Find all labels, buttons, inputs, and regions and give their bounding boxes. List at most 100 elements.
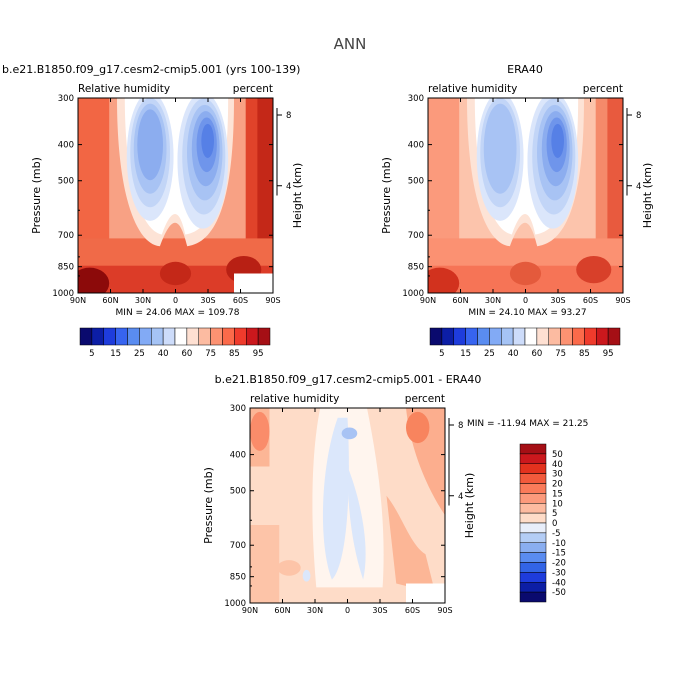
colorbar-swatch: [139, 327, 152, 346]
contour-band: [509, 261, 542, 286]
x-tick-label: 90S: [437, 606, 452, 615]
y-tick-label: 850: [230, 573, 246, 583]
x-tick-label: 0: [345, 606, 350, 615]
colorbar-label: 95: [253, 349, 264, 359]
x-tick-label: 30N: [307, 606, 323, 615]
chart-right-label: percent: [405, 393, 445, 405]
colorbar-swatch: [489, 327, 502, 346]
colorbar-label: 20: [552, 480, 563, 490]
colorbar-swatch: [519, 532, 547, 543]
chart-panel-1: b.e21.B1850.f09_g17.cesm2-cmip5.001 (yrs…: [2, 63, 304, 359]
colorbar-label: 40: [552, 460, 563, 470]
colorbar-swatch: [186, 327, 199, 346]
y-tick-label: 500: [230, 487, 246, 497]
colorbar-label: -30: [552, 568, 566, 578]
colorbar-swatch: [519, 443, 547, 455]
colorbar-label: 60: [531, 349, 542, 359]
colorbar-swatch: [519, 512, 547, 524]
x-tick-label: 30S: [200, 296, 215, 305]
colorbar-label: 75: [205, 349, 216, 359]
x-tick-label: 0: [173, 296, 178, 305]
colorbar-label: 30: [552, 470, 563, 480]
y-tick-label: 500: [58, 177, 74, 187]
colorbar-label: 15: [552, 489, 563, 499]
colorbar-swatch: [174, 327, 188, 346]
height-tick-label: 8: [458, 421, 463, 431]
colorbar-label: 60: [181, 349, 192, 359]
colorbar-swatch: [465, 327, 478, 346]
x-tick-label: 90S: [615, 296, 630, 305]
colorbar-label: -40: [552, 578, 566, 588]
x-tick-label: 30N: [485, 296, 501, 305]
colorbar-swatch: [234, 327, 247, 346]
colorbar-swatch: [524, 327, 538, 346]
height-tick-label: 8: [286, 111, 291, 121]
x-tick-label: 90N: [70, 296, 86, 305]
colorbar-swatch: [162, 327, 176, 346]
contour-band: [277, 560, 301, 576]
y-tick-label: 1000: [52, 289, 74, 299]
colorbar-swatch: [246, 327, 259, 346]
colorbar-swatch: [519, 522, 547, 534]
colorbar-swatch: [584, 327, 597, 346]
colorbar-swatch: [103, 327, 116, 346]
colorbar-swatch: [210, 327, 223, 346]
colorbar-swatch: [519, 562, 547, 573]
contour-band: [406, 411, 430, 444]
x-tick-label: 90N: [420, 296, 436, 305]
colorbar-swatch: [151, 327, 164, 346]
colorbar-swatch: [519, 483, 547, 494]
colorbar-swatch: [519, 453, 547, 464]
y-axis-label: Pressure (mb): [380, 157, 393, 234]
y-axis-label: Pressure (mb): [30, 157, 43, 234]
colorbar-swatch: [198, 327, 211, 346]
stats-label: MIN = -11.94 MAX = 21.25: [467, 419, 588, 429]
height-axis-label: Height (km): [463, 473, 476, 539]
contour-band: [302, 569, 311, 582]
chart-left-label: relative humidity: [250, 393, 339, 405]
colorbar-swatch: [519, 552, 547, 563]
colorbar-label: 5: [552, 509, 557, 519]
y-tick-label: 300: [230, 404, 246, 414]
chart-title: b.e21.B1850.f09_g17.cesm2-cmip5.001 (yrs…: [2, 63, 300, 76]
colorbar-label: 40: [508, 349, 519, 359]
contour-band: [78, 267, 110, 293]
stats-label: MIN = 24.06 MAX = 109.78: [116, 308, 240, 318]
height-axis-label: Height (km): [291, 163, 304, 229]
contour-field: [428, 98, 623, 293]
colorbar-swatch: [79, 327, 93, 346]
colorbar-swatch: [127, 327, 140, 346]
colorbar-swatch: [222, 327, 235, 346]
colorbar-label: 5: [89, 349, 94, 359]
colorbar-swatch: [115, 327, 128, 346]
x-tick-label: 60N: [452, 296, 468, 305]
colorbar-label: 25: [134, 349, 145, 359]
colorbar-swatch: [596, 327, 609, 346]
y-tick-label: 300: [58, 94, 74, 104]
x-tick-label: 30S: [372, 606, 387, 615]
contour-band: [201, 123, 215, 158]
chart-right-label: percent: [583, 83, 623, 95]
x-tick-label: 30N: [135, 296, 151, 305]
x-tick-label: 60S: [233, 296, 248, 305]
colorbar-swatch: [548, 327, 561, 346]
colorbar-label: 15: [110, 349, 121, 359]
contour-band: [137, 109, 164, 181]
x-tick-label: 60N: [274, 606, 290, 615]
colorbar-swatch: [441, 327, 454, 346]
stats-label: MIN = 24.10 MAX = 93.27: [468, 308, 586, 318]
missing-data-region: [234, 273, 273, 293]
colorbar-label: 85: [579, 349, 590, 359]
colorbar-label: 0: [552, 519, 557, 529]
contour-band: [341, 427, 358, 440]
colorbar-label: 40: [158, 349, 169, 359]
colorbar-swatch: [607, 327, 621, 346]
contour-band: [159, 261, 192, 286]
chart-title: ERA40: [507, 63, 543, 76]
colorbar-swatch: [429, 327, 443, 346]
y-tick-label: 400: [58, 141, 74, 151]
height-tick-label: 4: [458, 492, 463, 502]
x-tick-label: 60S: [583, 296, 598, 305]
